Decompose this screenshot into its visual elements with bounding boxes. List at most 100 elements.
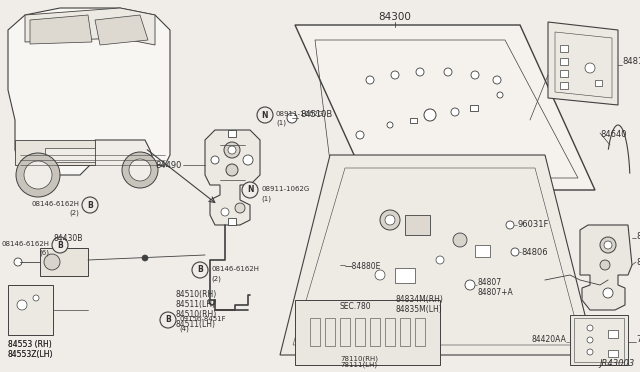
Text: 84553Z(LH): 84553Z(LH) [8, 350, 54, 359]
Circle shape [451, 108, 459, 116]
Text: 78111(LH): 78111(LH) [340, 362, 377, 369]
Circle shape [465, 280, 475, 290]
Text: 84490: 84490 [156, 160, 182, 170]
Circle shape [82, 197, 98, 213]
Circle shape [257, 107, 273, 123]
Circle shape [235, 203, 245, 213]
Text: 84807+A: 84807+A [477, 288, 513, 297]
Text: B: B [165, 315, 171, 324]
Text: 84511(LH): 84511(LH) [175, 300, 215, 309]
Circle shape [287, 113, 297, 123]
Circle shape [391, 71, 399, 79]
Circle shape [511, 248, 519, 256]
Polygon shape [15, 140, 95, 165]
Circle shape [228, 146, 236, 154]
Bar [405, 215, 430, 235]
Bar [410, 118, 417, 123]
Bar [228, 130, 236, 137]
Polygon shape [580, 225, 632, 310]
Text: N: N [247, 186, 253, 195]
Circle shape [366, 76, 374, 84]
Text: 96031F: 96031F [517, 220, 548, 229]
Circle shape [14, 258, 22, 266]
Bar [395, 268, 415, 283]
Circle shape [416, 68, 424, 76]
Circle shape [387, 122, 393, 128]
Circle shape [24, 161, 52, 189]
Text: 84835M(LH): 84835M(LH) [395, 305, 442, 314]
Circle shape [16, 153, 60, 197]
Bar [355, 318, 365, 346]
Polygon shape [8, 8, 170, 175]
Circle shape [160, 312, 176, 328]
Bar [475, 245, 490, 257]
Bar [560, 82, 568, 89]
Bar [560, 58, 568, 65]
Bar [560, 45, 568, 52]
Text: 84807: 84807 [477, 278, 501, 287]
Text: 08146-6162H: 08146-6162H [1, 241, 49, 247]
Text: B: B [57, 241, 63, 250]
Bar [574, 318, 624, 362]
Text: 79114N: 79114N [636, 336, 640, 344]
Circle shape [44, 254, 60, 270]
Text: 09156-8451F: 09156-8451F [179, 316, 226, 322]
Bar [370, 318, 380, 346]
Text: 84430: 84430 [636, 232, 640, 241]
Text: (4): (4) [179, 325, 189, 331]
Text: 84553 (RH): 84553 (RH) [8, 340, 52, 349]
Text: 84510B: 84510B [300, 110, 332, 119]
Text: 84553 (RH): 84553 (RH) [8, 340, 52, 349]
Text: B: B [197, 266, 203, 275]
Circle shape [587, 325, 593, 331]
Bar [8, 285, 53, 335]
Bar [310, 318, 320, 346]
Bar [45, 148, 95, 162]
Bar [228, 218, 236, 225]
Circle shape [453, 233, 467, 247]
Circle shape [221, 208, 229, 216]
Polygon shape [205, 130, 260, 225]
Text: (1): (1) [261, 195, 271, 202]
Circle shape [224, 142, 240, 158]
Circle shape [600, 260, 610, 270]
Polygon shape [295, 300, 440, 365]
Bar [595, 80, 602, 86]
Text: (1): (1) [276, 120, 286, 126]
Circle shape [242, 182, 258, 198]
Circle shape [587, 349, 593, 355]
Text: 84810M: 84810M [622, 58, 640, 67]
Text: 84510(RH): 84510(RH) [175, 290, 216, 299]
Circle shape [52, 237, 68, 253]
Circle shape [17, 300, 27, 310]
Circle shape [243, 155, 253, 165]
Circle shape [211, 156, 219, 164]
Circle shape [506, 221, 514, 229]
Text: 84614: 84614 [636, 258, 640, 267]
Circle shape [375, 270, 385, 280]
Circle shape [444, 68, 452, 76]
Text: 84420AA: 84420AA [531, 336, 566, 344]
Circle shape [604, 241, 612, 249]
Circle shape [424, 109, 436, 121]
Text: 08911-1062G: 08911-1062G [276, 111, 324, 117]
Circle shape [356, 131, 364, 139]
Bar [560, 70, 568, 77]
Bar [385, 318, 395, 346]
Text: (2): (2) [69, 210, 79, 217]
Circle shape [599, 279, 611, 291]
Polygon shape [95, 15, 148, 45]
Circle shape [585, 63, 595, 73]
Text: SEC.780: SEC.780 [339, 302, 371, 311]
Text: —84880E: —84880E [345, 262, 381, 271]
Polygon shape [25, 8, 155, 45]
Circle shape [587, 337, 593, 343]
Circle shape [192, 262, 208, 278]
Circle shape [497, 92, 503, 98]
Text: 78110(RH): 78110(RH) [340, 355, 378, 362]
Circle shape [226, 164, 238, 176]
Circle shape [129, 159, 151, 181]
Text: 84640: 84640 [600, 130, 627, 139]
Text: 84806: 84806 [521, 248, 548, 257]
Circle shape [436, 256, 444, 264]
